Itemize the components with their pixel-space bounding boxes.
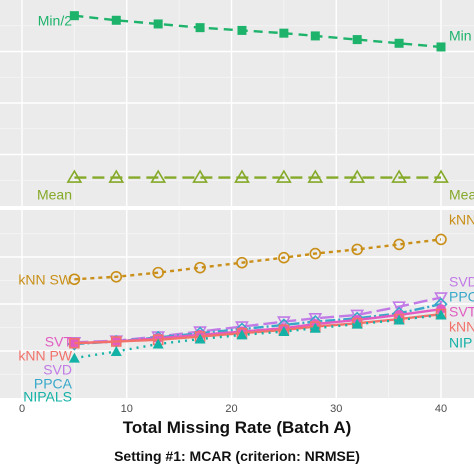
series-label-left: PPCA (34, 376, 73, 392)
series-label-left: kNN PW (18, 348, 72, 364)
data-point (152, 338, 164, 349)
data-point (195, 23, 205, 33)
data-point (351, 243, 364, 256)
figure-caption: Setting #1: MCAR (criterion: NRMSE) (114, 448, 360, 464)
data-point (394, 38, 404, 48)
data-point (194, 261, 206, 274)
data-point (237, 25, 247, 35)
series-label-right: kNN (449, 212, 474, 228)
data-point (68, 273, 81, 286)
series-line (74, 238, 442, 281)
series-label-right: NIP (449, 335, 472, 351)
series-min-2 (69, 11, 446, 52)
panel-bottom (0, 210, 474, 398)
data-point (309, 322, 321, 333)
data-point (310, 31, 320, 41)
series-line (74, 313, 442, 360)
data-point (433, 169, 449, 183)
data-point (393, 314, 405, 325)
series-line (74, 312, 442, 345)
series-label-left: NIPALS (23, 389, 72, 405)
x-tick-label: 10 (121, 403, 133, 415)
data-point (392, 301, 406, 314)
data-point (307, 169, 324, 183)
data-point (236, 329, 248, 340)
series-label-right: SVD (449, 274, 474, 290)
series-mean (66, 169, 449, 183)
data-point (192, 169, 208, 183)
x-tick-label: 30 (330, 403, 342, 415)
series-label-right: PPC (449, 289, 474, 305)
x-tick-label: 40 (435, 403, 447, 415)
data-point (309, 247, 322, 260)
data-point (278, 251, 290, 264)
data-point (108, 169, 125, 183)
x-axis-title: Total Missing Rate (Batch A) (122, 418, 352, 437)
data-point (236, 256, 248, 269)
data-point (150, 169, 167, 183)
data-point (435, 233, 447, 246)
data-point (434, 292, 448, 305)
data-point (352, 35, 362, 45)
data-point (234, 169, 250, 183)
data-point (110, 270, 123, 283)
data-point (279, 28, 289, 38)
x-tick-label: 20 (225, 403, 237, 415)
data-point (393, 238, 405, 251)
series-label-left: Min/2 (38, 13, 72, 29)
data-point (349, 169, 366, 183)
series-label-left: Mean (37, 187, 72, 203)
series-label-right: kNN (449, 319, 474, 335)
x-tick-label: 0 (19, 403, 25, 415)
data-point (436, 42, 446, 52)
series-label-left: SVD (43, 362, 72, 378)
data-point (110, 345, 122, 356)
series-nipals (68, 309, 447, 363)
data-point (69, 11, 79, 21)
data-point (69, 337, 80, 349)
series-label-left: kNN SW (18, 272, 72, 288)
data-point (153, 19, 163, 29)
series-label-right: SVT (449, 304, 474, 320)
data-point (194, 333, 206, 344)
data-point (111, 15, 121, 25)
series-label-left: SVT (45, 334, 73, 350)
data-point (66, 169, 83, 183)
series-line (74, 14, 442, 49)
data-point (278, 326, 290, 337)
panel-top (0, 0, 474, 206)
data-point (275, 169, 292, 183)
data-point (351, 318, 363, 329)
data-point (391, 169, 408, 183)
series-knn-sw (68, 233, 447, 286)
data-point (68, 352, 80, 363)
data-point (152, 266, 164, 279)
data-point (435, 309, 447, 320)
series-label-right: Mea (449, 187, 474, 203)
series-label-right: Min (449, 28, 472, 44)
